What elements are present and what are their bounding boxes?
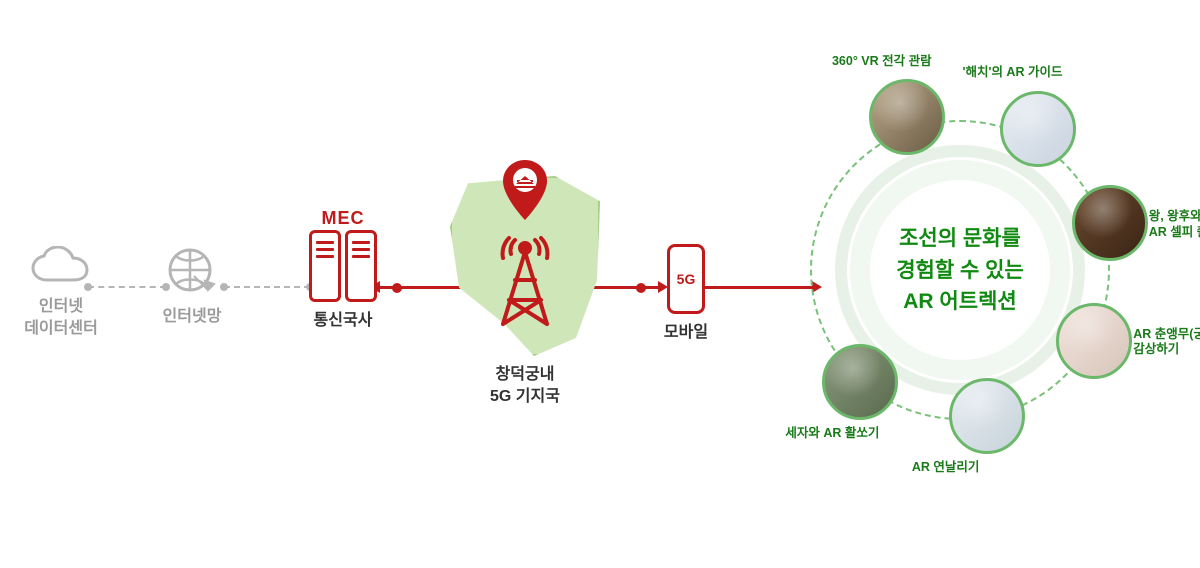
ar-item-label: 세자와 AR 활쏘기	[785, 426, 935, 442]
network-diagram: 인터넷 데이터센터 인터넷망 MEC 통신국사	[0, 0, 1200, 568]
ar-center-text: 조선의 문화를 경험할 수 있는 AR 어트렉션	[896, 223, 1024, 318]
cloud-icon	[29, 246, 93, 288]
ar-item-label: 360° VR 전각 관람	[832, 54, 982, 70]
mec-label: 통신국사	[314, 310, 373, 332]
globe-icon	[164, 246, 220, 298]
ar-item: 왕, 왕후와 AR 셀피 촬영	[1065, 185, 1155, 261]
location-pin-icon	[498, 158, 552, 222]
ar-item: AR 춘앵무(궁중무용) 감상하기	[1049, 303, 1139, 379]
ar-item: 세자와 AR 활쏘기	[815, 344, 905, 442]
ar-item: AR 연날리기	[942, 378, 1032, 476]
mec-servers-icon: MEC	[309, 230, 377, 302]
node-basestation: 창덕궁내 5G 기지국	[440, 176, 610, 407]
ar-item-label: AR 연날리기	[912, 460, 1062, 476]
ar-attractions-wheel: 조선의 문화를 경험할 수 있는 AR 어트렉션 '해치'의 AR 가이드360…	[740, 50, 1180, 490]
node-internet: 인터넷망	[150, 246, 234, 328]
ar-item: 360° VR 전각 관람	[862, 79, 952, 155]
fiveg-badge: 5G	[677, 271, 696, 287]
ar-item-label: '해치'의 AR 가이드	[963, 65, 1113, 81]
ar-item-label: 왕, 왕후와 AR 셀피 촬영	[1149, 209, 1200, 240]
datacenter-label: 인터넷 데이터센터	[24, 296, 98, 339]
ar-thumb-icon	[1056, 303, 1132, 379]
ar-item: '해치'의 AR 가이드	[993, 91, 1083, 167]
internet-label: 인터넷망	[163, 306, 222, 328]
mec-badge: MEC	[322, 208, 365, 229]
ar-thumb-icon	[1000, 91, 1076, 167]
node-datacenter: 인터넷 데이터센터	[18, 246, 104, 339]
ar-thumb-icon	[949, 378, 1025, 454]
cell-tower-icon	[485, 228, 565, 328]
mobile-label: 모바일	[664, 322, 708, 344]
phone-icon: 5G	[667, 244, 705, 314]
ar-item-label: AR 춘앵무(궁중무용) 감상하기	[1133, 327, 1200, 358]
ar-thumb-icon	[1072, 185, 1148, 261]
basestation-label: 창덕궁내 5G 기지국	[490, 364, 560, 407]
ar-thumb-icon	[869, 79, 945, 155]
ar-thumb-icon	[822, 344, 898, 420]
node-mobile: 5G 모바일	[656, 244, 716, 344]
node-mec: MEC 통신국사	[298, 230, 388, 332]
